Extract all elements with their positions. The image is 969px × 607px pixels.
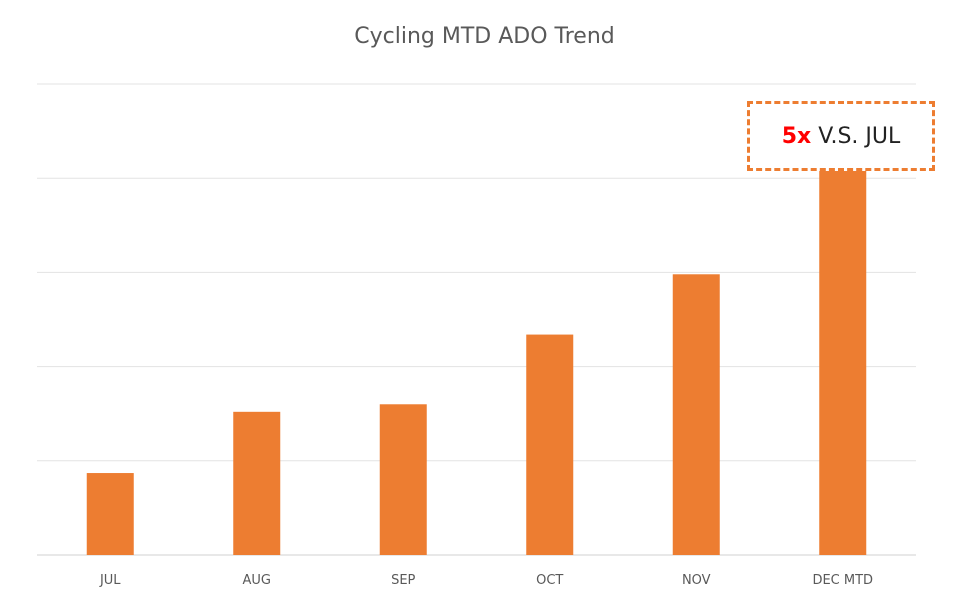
x-tick-label: DEC MTD: [812, 573, 873, 588]
bars: [86, 170, 867, 555]
annotation-multiplier: 5x: [781, 123, 812, 149]
bar-oct: [526, 334, 574, 555]
x-tick-label: NOV: [682, 573, 711, 588]
x-tick-label: OCT: [536, 573, 563, 588]
bar-sep: [379, 404, 427, 555]
bar-dec-mtd: [819, 170, 867, 555]
x-tick-label: SEP: [391, 573, 415, 588]
x-tick-label: JUL: [99, 573, 121, 588]
bar-aug: [233, 411, 281, 555]
chart-title: Cycling MTD ADO Trend: [354, 24, 615, 49]
annotation-text: V.S. JUL: [818, 123, 901, 149]
x-tick-labels: JUL AUG SEP OCT NOV DEC MTD: [99, 573, 873, 588]
x-tick-label: AUG: [243, 573, 271, 588]
bar-jul: [86, 473, 134, 555]
bar-nov: [672, 274, 720, 555]
annotation-callout: 5x V.S. JUL: [747, 101, 935, 171]
gridlines: [37, 83, 916, 556]
